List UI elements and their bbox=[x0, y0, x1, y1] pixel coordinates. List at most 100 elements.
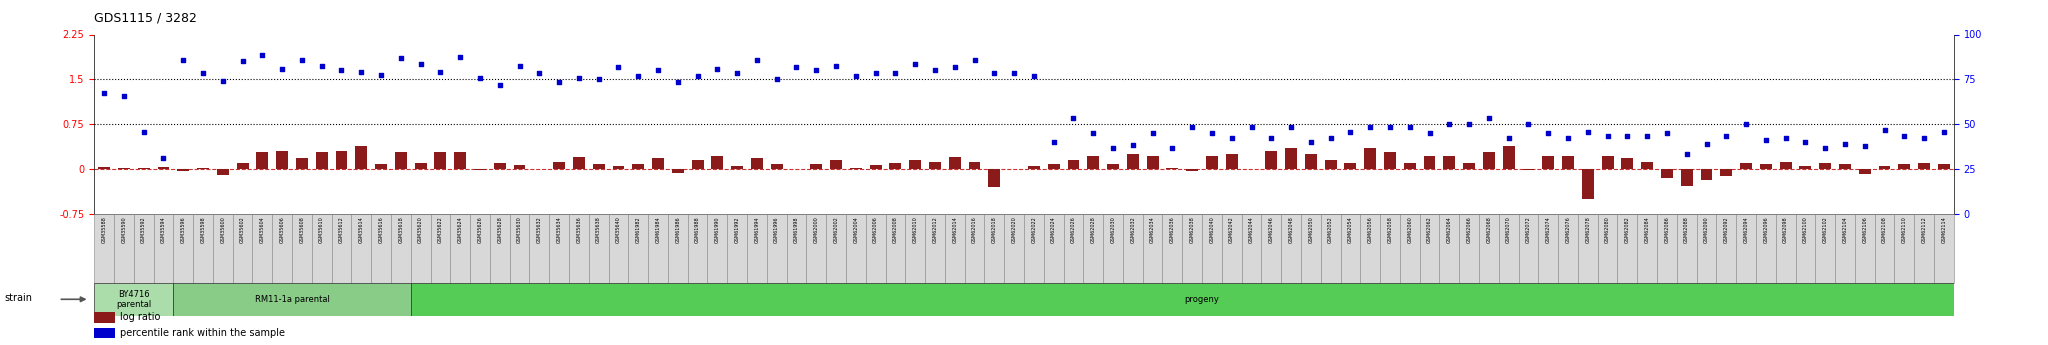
Text: GSM35636: GSM35636 bbox=[575, 217, 582, 244]
Bar bbox=[1483, 152, 1495, 169]
Text: GSM62006: GSM62006 bbox=[872, 217, 879, 244]
Bar bbox=[1440, 214, 1460, 283]
Bar bbox=[1241, 214, 1262, 283]
Point bbox=[920, 68, 952, 73]
Bar bbox=[473, 169, 485, 170]
Text: GSM61996: GSM61996 bbox=[774, 217, 778, 243]
Point bbox=[326, 68, 358, 73]
Bar bbox=[846, 214, 866, 283]
Bar bbox=[1874, 214, 1894, 283]
Text: GSM62000: GSM62000 bbox=[813, 217, 819, 244]
Point bbox=[741, 58, 774, 63]
Bar bbox=[197, 168, 209, 169]
Bar bbox=[731, 166, 743, 169]
Text: GSM62048: GSM62048 bbox=[1288, 217, 1294, 244]
Bar bbox=[1423, 156, 1436, 169]
Bar bbox=[178, 169, 188, 171]
Bar bbox=[94, 283, 174, 316]
Bar bbox=[825, 214, 846, 283]
Point bbox=[305, 63, 338, 69]
Bar bbox=[1661, 169, 1673, 178]
Bar bbox=[1563, 156, 1575, 169]
Point bbox=[1413, 130, 1446, 136]
Point bbox=[1552, 135, 1585, 141]
Point bbox=[623, 73, 655, 79]
Point bbox=[602, 65, 635, 70]
Point bbox=[1769, 135, 1802, 141]
Text: GSM62108: GSM62108 bbox=[1882, 217, 1886, 244]
Bar bbox=[1855, 214, 1874, 283]
Bar bbox=[1933, 214, 1954, 283]
Bar bbox=[514, 166, 526, 169]
Bar bbox=[193, 214, 213, 283]
Text: GSM62014: GSM62014 bbox=[952, 217, 956, 244]
Text: GSM61986: GSM61986 bbox=[676, 217, 680, 243]
Bar bbox=[629, 214, 647, 283]
Point bbox=[186, 71, 219, 76]
Text: GSM35638: GSM35638 bbox=[596, 217, 602, 244]
Text: GSM62030: GSM62030 bbox=[1110, 217, 1116, 244]
Bar bbox=[1538, 214, 1559, 283]
Bar bbox=[1700, 169, 1712, 180]
Bar bbox=[1262, 214, 1282, 283]
Bar bbox=[1401, 214, 1419, 283]
Text: progeny: progeny bbox=[1184, 295, 1219, 304]
Bar bbox=[1067, 160, 1079, 169]
Bar bbox=[1360, 214, 1380, 283]
Text: GSM62056: GSM62056 bbox=[1368, 217, 1372, 244]
Bar bbox=[1503, 146, 1516, 169]
Bar bbox=[375, 164, 387, 169]
Text: GSM35604: GSM35604 bbox=[260, 217, 264, 244]
Bar bbox=[1522, 169, 1534, 170]
Point bbox=[780, 65, 813, 70]
Bar bbox=[573, 157, 586, 169]
Text: GSM62080: GSM62080 bbox=[1606, 217, 1610, 244]
Text: GSM35626: GSM35626 bbox=[477, 217, 483, 244]
Point bbox=[1790, 139, 1823, 145]
Bar bbox=[1186, 169, 1198, 171]
Bar bbox=[1024, 214, 1044, 283]
Bar bbox=[1223, 214, 1241, 283]
Bar bbox=[137, 168, 150, 169]
Bar bbox=[1640, 162, 1653, 169]
Bar bbox=[1898, 164, 1911, 169]
Text: GSM62008: GSM62008 bbox=[893, 217, 897, 244]
Bar bbox=[1479, 214, 1499, 283]
Bar bbox=[1462, 163, 1475, 169]
Point bbox=[899, 62, 932, 67]
Bar bbox=[1403, 163, 1415, 169]
Bar bbox=[238, 163, 248, 169]
Point bbox=[1651, 130, 1683, 136]
Text: GSM35602: GSM35602 bbox=[240, 217, 246, 244]
Text: GSM62082: GSM62082 bbox=[1624, 217, 1630, 244]
Bar bbox=[766, 214, 786, 283]
Bar bbox=[412, 283, 1993, 316]
Bar bbox=[94, 214, 115, 283]
Point bbox=[1176, 125, 1208, 130]
Text: GSM62062: GSM62062 bbox=[1427, 217, 1432, 244]
Bar bbox=[926, 214, 944, 283]
Bar bbox=[1227, 154, 1237, 169]
Text: GSM35616: GSM35616 bbox=[379, 217, 383, 244]
Bar bbox=[356, 146, 367, 169]
Bar bbox=[829, 160, 842, 169]
Bar bbox=[1602, 156, 1614, 169]
Text: BY4716
parental: BY4716 parental bbox=[117, 289, 152, 309]
Point bbox=[1909, 135, 1942, 141]
Text: GSM35614: GSM35614 bbox=[358, 217, 365, 244]
Text: GSM62084: GSM62084 bbox=[1645, 217, 1649, 244]
Bar bbox=[1741, 163, 1751, 169]
Point bbox=[1434, 121, 1466, 127]
Point bbox=[1155, 145, 1188, 151]
Bar bbox=[633, 164, 645, 169]
Text: GSM62098: GSM62098 bbox=[1784, 217, 1788, 243]
Bar bbox=[1380, 214, 1401, 283]
Bar bbox=[430, 214, 451, 283]
Text: GSM35618: GSM35618 bbox=[399, 217, 403, 244]
Bar bbox=[549, 214, 569, 283]
Bar bbox=[1839, 164, 1851, 169]
Point bbox=[979, 71, 1012, 76]
Bar bbox=[1915, 214, 1933, 283]
Text: GSM62016: GSM62016 bbox=[973, 217, 977, 244]
Text: GSM62026: GSM62026 bbox=[1071, 217, 1075, 244]
